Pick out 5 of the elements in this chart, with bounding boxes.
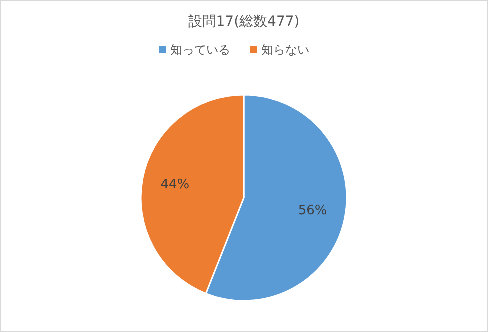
legend-label: 知っている bbox=[170, 43, 230, 57]
data-label: 56% bbox=[298, 204, 328, 219]
data-label: 44% bbox=[160, 177, 190, 192]
legend-label: 知らない bbox=[262, 43, 310, 57]
chart-title: 設問17(総数477) bbox=[188, 14, 300, 30]
